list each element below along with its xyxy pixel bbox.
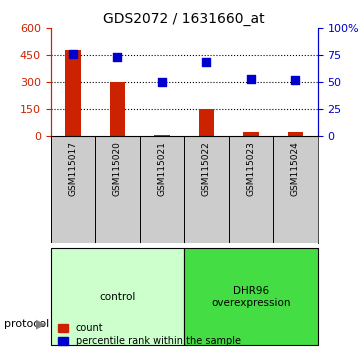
Text: GSM115017: GSM115017 — [68, 141, 77, 196]
Text: GSM115020: GSM115020 — [113, 141, 122, 196]
Text: DHR96
overexpression: DHR96 overexpression — [211, 286, 291, 308]
Text: GSM115023: GSM115023 — [247, 141, 255, 196]
Bar — [154, 135, 170, 136]
Text: control: control — [99, 292, 135, 302]
Text: ▶: ▶ — [36, 318, 46, 330]
Point — [159, 79, 165, 85]
Title: GDS2072 / 1631660_at: GDS2072 / 1631660_at — [103, 12, 265, 26]
Text: GSM115022: GSM115022 — [202, 141, 211, 196]
Point — [204, 59, 209, 64]
Point — [70, 51, 76, 57]
Text: GSM115024: GSM115024 — [291, 141, 300, 196]
Bar — [288, 132, 303, 136]
Text: GSM115021: GSM115021 — [157, 141, 166, 196]
Bar — [199, 109, 214, 136]
Point — [292, 77, 298, 83]
Text: protocol: protocol — [4, 319, 49, 329]
Bar — [109, 82, 125, 136]
Legend: count, percentile rank within the sample: count, percentile rank within the sample — [55, 320, 244, 349]
Point — [114, 55, 120, 60]
Bar — [65, 50, 81, 136]
FancyBboxPatch shape — [51, 249, 184, 345]
Point — [248, 76, 254, 82]
FancyBboxPatch shape — [184, 249, 318, 345]
Bar — [243, 132, 259, 136]
